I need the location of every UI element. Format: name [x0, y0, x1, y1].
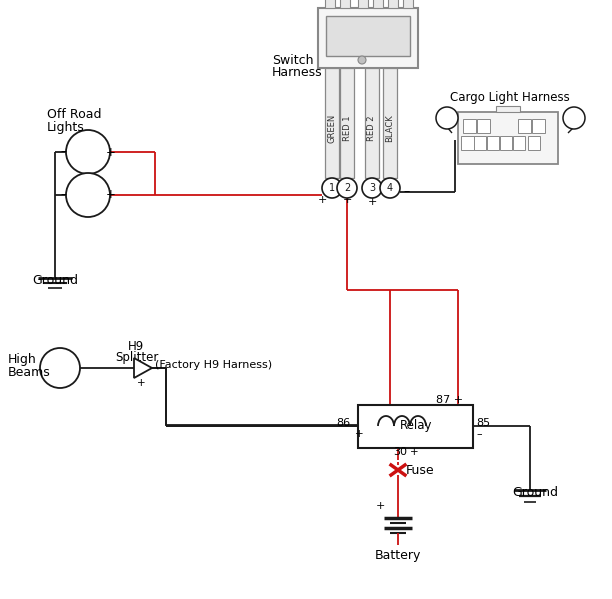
Text: –: – — [403, 186, 409, 198]
Text: 5: 5 — [532, 138, 537, 147]
Bar — [340, 68, 354, 178]
Text: Splitter: Splitter — [115, 350, 159, 364]
Text: +: + — [376, 501, 385, 511]
Bar — [458, 112, 558, 164]
Bar — [461, 136, 475, 150]
Circle shape — [337, 178, 357, 198]
Bar — [325, 0, 335, 8]
Circle shape — [358, 56, 366, 64]
Text: 8: 8 — [491, 138, 495, 147]
Bar — [487, 136, 499, 150]
Text: 30: 30 — [393, 447, 407, 457]
Text: +: + — [410, 447, 419, 457]
Bar — [365, 68, 379, 178]
Text: +: + — [355, 429, 364, 439]
Text: Beams: Beams — [8, 365, 51, 379]
Text: Ground: Ground — [512, 486, 558, 500]
Text: 10: 10 — [463, 138, 473, 147]
Bar — [318, 8, 418, 68]
Text: 3: 3 — [481, 122, 486, 131]
Text: RED 1: RED 1 — [343, 115, 351, 141]
Circle shape — [66, 173, 110, 217]
Circle shape — [362, 178, 382, 198]
Text: BLACK: BLACK — [386, 114, 395, 142]
Text: 87 +: 87 + — [436, 395, 463, 405]
Bar — [325, 68, 339, 178]
Text: Off Road: Off Road — [47, 108, 102, 122]
Circle shape — [380, 178, 400, 198]
Text: 4: 4 — [387, 183, 393, 193]
Bar — [513, 136, 525, 150]
Text: Harness: Harness — [272, 66, 323, 80]
Text: 85: 85 — [476, 418, 490, 428]
Text: 7: 7 — [504, 138, 509, 147]
Text: ILL+: ILL+ — [565, 113, 583, 123]
Text: +: + — [342, 195, 352, 205]
Text: +: + — [367, 197, 377, 207]
Text: 4: 4 — [467, 122, 472, 131]
Text: RED 2: RED 2 — [367, 115, 376, 141]
Text: H9: H9 — [128, 340, 144, 352]
Text: +: + — [136, 378, 145, 388]
Bar — [477, 119, 490, 133]
Text: 6: 6 — [517, 138, 521, 147]
Bar — [528, 136, 540, 150]
Text: +: + — [106, 189, 116, 201]
Text: 2: 2 — [344, 183, 350, 193]
Text: Relay: Relay — [400, 419, 432, 431]
Bar — [326, 16, 410, 56]
Circle shape — [40, 348, 80, 388]
Text: Lights: Lights — [47, 120, 84, 134]
Bar — [500, 136, 512, 150]
Text: –: – — [476, 429, 482, 439]
Text: –: – — [60, 189, 66, 201]
Text: +: + — [106, 146, 116, 159]
Text: 2: 2 — [522, 122, 527, 131]
Circle shape — [322, 178, 342, 198]
Text: –: – — [60, 146, 66, 159]
Bar — [383, 68, 397, 178]
Text: +: + — [317, 195, 327, 205]
Bar — [403, 0, 413, 8]
Text: 1: 1 — [329, 183, 335, 193]
Text: Battery: Battery — [375, 549, 421, 561]
Circle shape — [66, 130, 110, 174]
Bar — [463, 119, 476, 133]
Bar — [496, 106, 520, 112]
Text: 1: 1 — [536, 122, 541, 131]
Text: High: High — [8, 353, 37, 367]
Bar — [388, 0, 398, 8]
Bar — [532, 119, 545, 133]
Bar — [474, 136, 486, 150]
Bar — [518, 119, 531, 133]
Circle shape — [563, 107, 585, 129]
Bar — [358, 405, 473, 448]
Text: Switch: Switch — [272, 53, 313, 66]
Text: Ground: Ground — [32, 274, 78, 286]
Text: (Factory H9 Harness): (Factory H9 Harness) — [155, 360, 272, 370]
Text: Fuse: Fuse — [406, 464, 435, 476]
Bar — [373, 0, 383, 8]
Polygon shape — [134, 358, 152, 378]
Text: ILL–: ILL– — [439, 113, 454, 123]
Text: GREEN: GREEN — [327, 113, 337, 143]
Text: 86: 86 — [336, 418, 350, 428]
Text: 9: 9 — [477, 138, 482, 147]
Bar — [340, 0, 350, 8]
Text: 3: 3 — [369, 183, 375, 193]
Text: Cargo Light Harness: Cargo Light Harness — [450, 90, 570, 104]
Circle shape — [436, 107, 458, 129]
Bar — [358, 0, 368, 8]
